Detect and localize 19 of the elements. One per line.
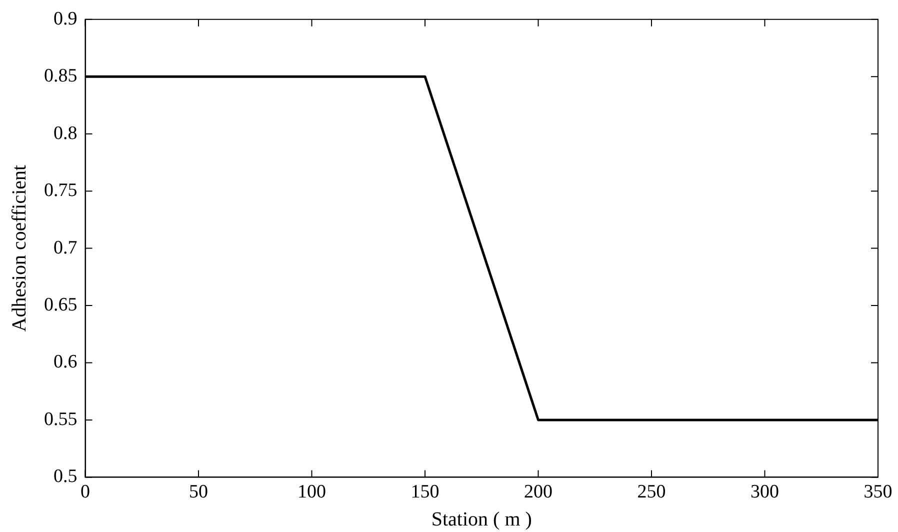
y-tick-label: 0.9 <box>54 8 78 30</box>
y-tick-label: 0.6 <box>54 352 78 373</box>
y-axis-title: Adhesion coefficient <box>8 164 30 332</box>
x-tick-label: 100 <box>298 482 326 503</box>
y-tick-label: 0.55 <box>44 408 78 430</box>
y-tick-label: 0.8 <box>54 122 78 144</box>
x-tick-label: 300 <box>750 482 779 503</box>
x-tick-label: 150 <box>410 482 440 503</box>
x-axis-title: Station ( m ) <box>431 508 532 530</box>
y-tick-label: 0.7 <box>54 237 78 258</box>
y-tick-label: 0.85 <box>44 66 78 87</box>
x-tick-label: 200 <box>524 482 552 503</box>
y-tick-label: 0.65 <box>44 294 78 316</box>
x-tick-label: 350 <box>864 482 892 503</box>
y-tick-label: 0.5 <box>54 466 78 488</box>
x-tick-label: 250 <box>637 482 666 503</box>
y-tick-label: 0.75 <box>44 180 78 202</box>
x-tick-label: 50 <box>189 482 208 503</box>
x-tick-label: 0 <box>80 482 90 503</box>
